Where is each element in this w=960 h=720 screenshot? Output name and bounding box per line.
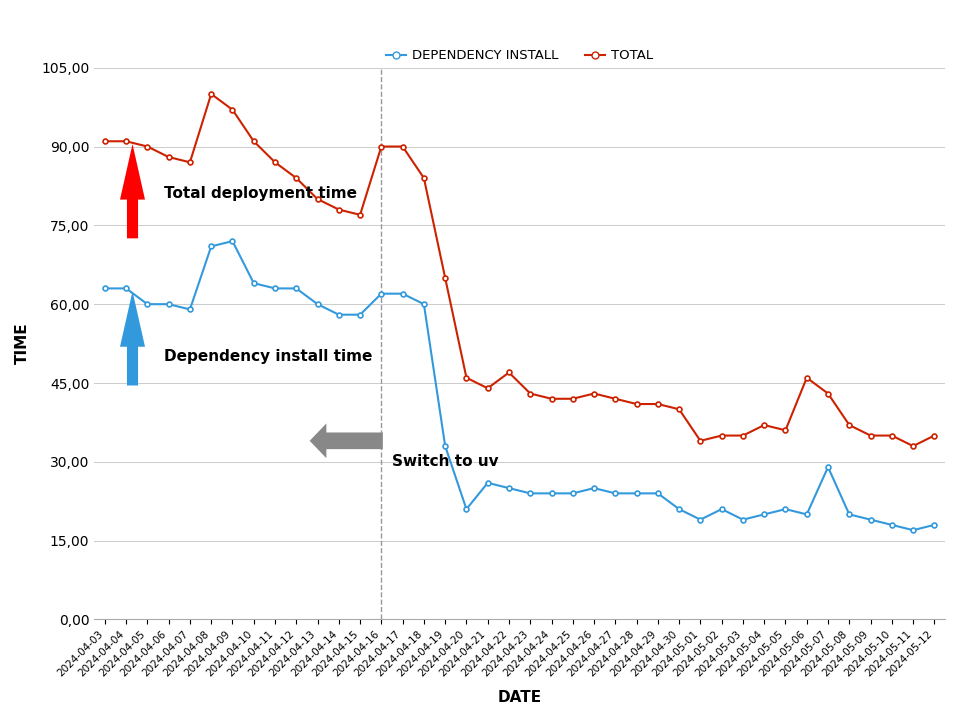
- X-axis label: DATE: DATE: [497, 690, 541, 705]
- Y-axis label: TIME: TIME: [15, 323, 30, 364]
- Text: Dependency install time: Dependency install time: [164, 349, 372, 364]
- Text: Total deployment time: Total deployment time: [164, 186, 357, 202]
- Legend: DEPENDENCY INSTALL, TOTAL: DEPENDENCY INSTALL, TOTAL: [380, 44, 659, 68]
- Text: Switch to uv: Switch to uv: [392, 454, 498, 469]
